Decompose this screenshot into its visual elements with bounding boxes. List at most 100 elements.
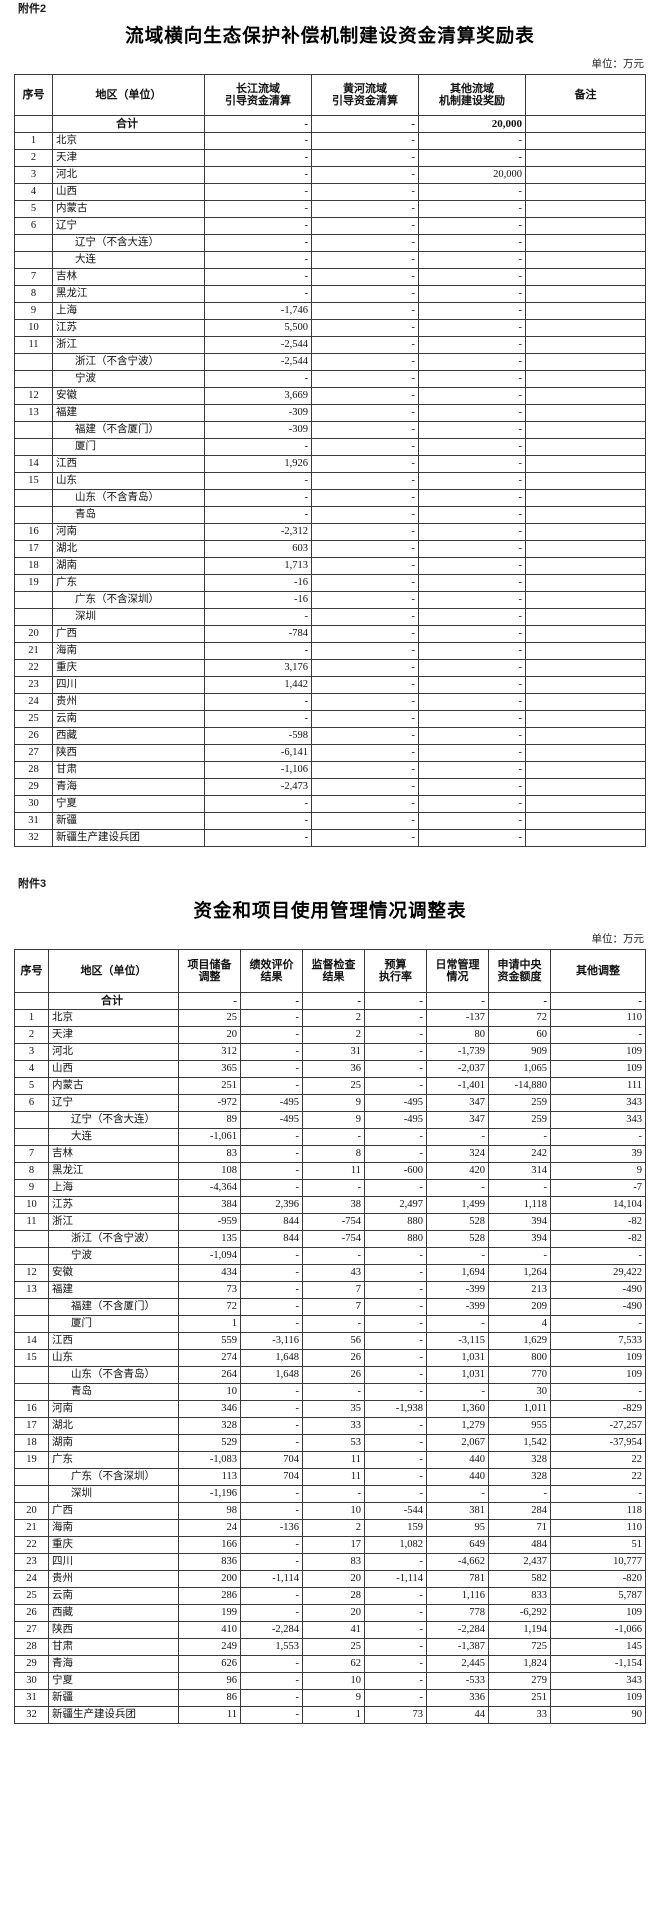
row-value-cell: - bbox=[418, 302, 526, 320]
row-value-cell: - bbox=[204, 642, 312, 660]
row-remark-cell bbox=[525, 455, 646, 473]
row-value-cell: 166 bbox=[178, 1536, 241, 1554]
attachment-3-unit-note: 单位：万元 bbox=[591, 934, 645, 945]
row-value-cell: 90 bbox=[550, 1706, 646, 1724]
page-bottom-spacer bbox=[0, 1724, 660, 1742]
row-value-cell: - bbox=[204, 132, 312, 150]
row-value-cell: - bbox=[488, 1128, 551, 1146]
row-region-cell: 河南 bbox=[48, 1400, 179, 1418]
row-remark-cell bbox=[525, 642, 646, 660]
row-region-cell: 北京 bbox=[52, 132, 205, 150]
row-seq-cell bbox=[14, 1383, 49, 1401]
row-remark-cell bbox=[525, 183, 646, 201]
row-value-cell: 56 bbox=[302, 1332, 365, 1350]
table-row: 福建（不含厦门） -309- - bbox=[14, 421, 646, 439]
row-value-cell: - bbox=[550, 1383, 646, 1401]
col-header-budget-execution-line1: 预算 bbox=[384, 958, 407, 971]
row-region-cell: 甘肃 bbox=[48, 1638, 179, 1656]
row-value-cell: 343 bbox=[550, 1111, 646, 1129]
row-value-cell: 249 bbox=[178, 1638, 241, 1656]
row-value-cell: 800 bbox=[488, 1349, 551, 1367]
row-value-cell: - bbox=[364, 1247, 427, 1265]
row-seq-cell: 19 bbox=[14, 1451, 49, 1469]
row-seq-cell bbox=[14, 353, 53, 371]
total-label-cell: 合计 bbox=[52, 115, 205, 133]
table-row: 宁波 - - - bbox=[14, 370, 646, 388]
row-value-cell: -2,284 bbox=[426, 1621, 489, 1639]
row-value-cell: - bbox=[418, 438, 526, 456]
row-value-cell: 53 bbox=[302, 1434, 365, 1452]
row-value-cell: 28 bbox=[302, 1587, 365, 1605]
row-value-cell: 199 bbox=[178, 1604, 241, 1622]
row-value-cell: - bbox=[311, 336, 419, 354]
row-value-cell: -27,257 bbox=[550, 1417, 646, 1435]
row-value-cell: - bbox=[240, 1264, 303, 1282]
row-region-cell: 山东（不含青岛） bbox=[48, 1366, 179, 1384]
row-value-cell: 11 bbox=[178, 1706, 241, 1724]
row-value-cell: - bbox=[311, 166, 419, 184]
row-region-cell: 河南 bbox=[52, 523, 205, 541]
row-region-cell: 大连 bbox=[48, 1128, 179, 1146]
row-value-cell: 626 bbox=[178, 1655, 241, 1673]
table-row: 3 河北 312-31- -1,739 909 109 bbox=[14, 1043, 646, 1061]
row-region-cell: 北京 bbox=[48, 1009, 179, 1027]
table-row: 大连 -1,061- - - - - - bbox=[14, 1128, 646, 1146]
col-header-supervision-line2: 结果 bbox=[322, 971, 345, 983]
row-seq-cell bbox=[14, 421, 53, 439]
row-value-cell: - bbox=[418, 778, 526, 796]
row-value-cell: 109 bbox=[550, 1043, 646, 1061]
table-row: 2 天津 20-2-80 60- bbox=[14, 1026, 646, 1044]
row-remark-cell bbox=[525, 710, 646, 728]
total-value-cell: - bbox=[240, 992, 303, 1010]
table-row: 福建（不含厦门） 72-7- -399 209 -490 bbox=[14, 1298, 646, 1316]
table-row: 2 天津 - - - bbox=[14, 149, 646, 167]
row-region-cell: 陕西 bbox=[48, 1621, 179, 1639]
row-value-cell: - bbox=[426, 1128, 489, 1146]
row-value-cell: 5,500 bbox=[204, 319, 312, 337]
row-value-cell: 909 bbox=[488, 1043, 551, 1061]
row-value-cell: - bbox=[418, 506, 526, 524]
row-region-cell: 湖南 bbox=[48, 1434, 179, 1452]
row-value-cell: - bbox=[418, 829, 526, 847]
row-value-cell: - bbox=[418, 217, 526, 235]
row-value-cell: 484 bbox=[488, 1536, 551, 1554]
row-seq-cell bbox=[14, 1247, 49, 1265]
row-value-cell: - bbox=[364, 1009, 427, 1027]
row-value-cell: - bbox=[364, 1026, 427, 1044]
row-value-cell: - bbox=[204, 149, 312, 167]
row-value-cell: 20 bbox=[302, 1604, 365, 1622]
row-seq-cell: 5 bbox=[14, 1077, 49, 1095]
row-value-cell: - bbox=[204, 608, 312, 626]
table-row: 13 福建 73-7- -399 213 -490 bbox=[14, 1281, 646, 1299]
row-seq-cell: 18 bbox=[14, 557, 53, 575]
table-row: 6 辽宁 -972 -495 9 -495 347 259 343 bbox=[14, 1094, 646, 1112]
row-value-cell: 110 bbox=[550, 1519, 646, 1537]
row-remark-cell bbox=[525, 523, 646, 541]
table-row: 31 新疆 - - - bbox=[14, 812, 646, 830]
row-seq-cell: 1 bbox=[14, 132, 53, 150]
row-value-cell: 36 bbox=[302, 1060, 365, 1078]
row-seq-cell: 31 bbox=[14, 1689, 49, 1707]
row-value-cell: - bbox=[204, 472, 312, 490]
row-value-cell: 347 bbox=[426, 1094, 489, 1112]
row-value-cell: 274 bbox=[178, 1349, 241, 1367]
total-value-cell bbox=[525, 115, 646, 133]
row-value-cell: 1,629 bbox=[488, 1332, 551, 1350]
row-value-cell: - bbox=[311, 659, 419, 677]
table-row: 21 海南 24 -136 2 159 95 71 110 bbox=[14, 1519, 646, 1537]
table-row: 浙江（不含宁波） 135 844 -754 880 528 394 -82 bbox=[14, 1230, 646, 1248]
row-value-cell: 1,553 bbox=[240, 1638, 303, 1656]
attachment-2-label: 附件2 bbox=[18, 3, 47, 15]
table-row: 山东（不含青岛） 264 1,648 26-1,031 770 109 bbox=[14, 1366, 646, 1384]
row-value-cell: 347 bbox=[426, 1111, 489, 1129]
row-value-cell: 251 bbox=[488, 1689, 551, 1707]
row-value-cell: 559 bbox=[178, 1332, 241, 1350]
row-remark-cell bbox=[525, 625, 646, 643]
row-region-cell: 上海 bbox=[48, 1179, 179, 1197]
row-value-cell: 108 bbox=[178, 1162, 241, 1180]
row-seq-cell: 10 bbox=[14, 319, 53, 337]
row-seq-cell: 14 bbox=[14, 455, 53, 473]
row-seq-cell: 28 bbox=[14, 761, 53, 779]
row-value-cell: - bbox=[488, 1179, 551, 1197]
row-value-cell: - bbox=[364, 1434, 427, 1452]
